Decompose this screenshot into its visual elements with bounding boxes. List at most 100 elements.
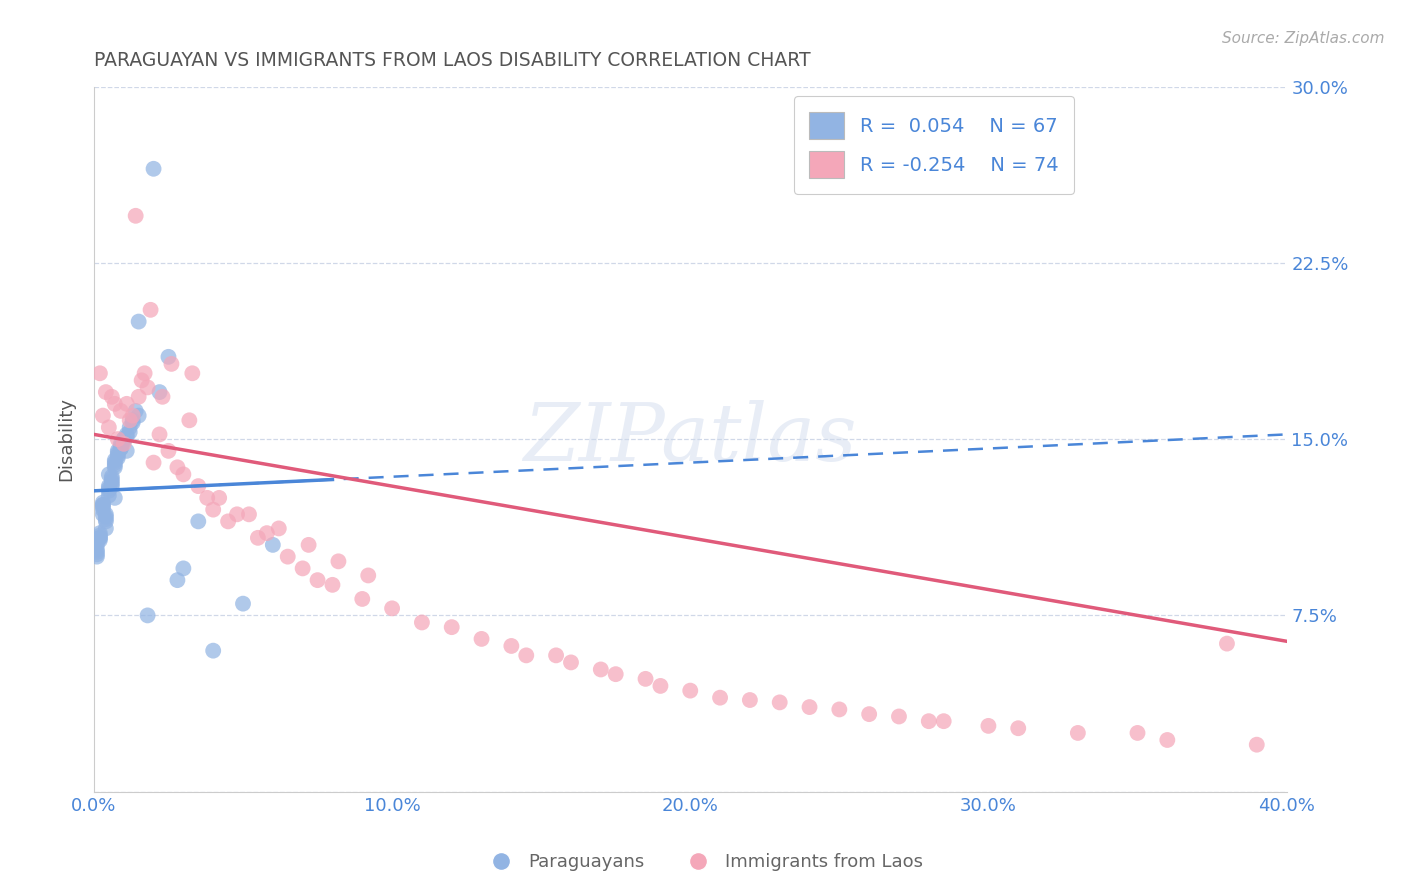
- Point: [115, 443, 138, 458]
- Point: [152, 390, 174, 404]
- Point: [179, 413, 201, 427]
- Point: [91, 498, 114, 512]
- Point: [142, 456, 165, 470]
- Point: [118, 413, 141, 427]
- Point: [134, 366, 156, 380]
- Point: [101, 475, 124, 489]
- Point: [115, 397, 138, 411]
- Point: [828, 702, 851, 716]
- Point: [104, 397, 127, 411]
- Point: [101, 472, 124, 486]
- Point: [148, 385, 170, 400]
- Point: [104, 491, 127, 505]
- Point: [91, 502, 114, 516]
- Point: [187, 479, 209, 493]
- Point: [94, 508, 117, 522]
- Point: [101, 476, 124, 491]
- Point: [157, 350, 180, 364]
- Point: [89, 366, 111, 380]
- Point: [267, 521, 290, 535]
- Point: [128, 409, 150, 423]
- Point: [112, 437, 135, 451]
- Point: [256, 526, 278, 541]
- Point: [128, 315, 150, 329]
- Point: [217, 515, 239, 529]
- Point: [94, 509, 117, 524]
- Point: [887, 709, 910, 723]
- Point: [94, 385, 117, 400]
- Point: [679, 683, 702, 698]
- Point: [328, 554, 350, 568]
- Point: [246, 531, 269, 545]
- Point: [86, 542, 108, 557]
- Point: [918, 714, 941, 728]
- Point: [110, 404, 132, 418]
- Point: [131, 373, 153, 387]
- Point: [118, 425, 141, 439]
- Point: [291, 561, 314, 575]
- Point: [89, 533, 111, 548]
- Point: [208, 491, 231, 505]
- Point: [107, 432, 129, 446]
- Point: [381, 601, 404, 615]
- Point: [86, 549, 108, 564]
- Point: [89, 531, 111, 545]
- Text: ZIPatlas: ZIPatlas: [523, 401, 858, 478]
- Point: [110, 442, 132, 456]
- Point: [104, 458, 127, 472]
- Point: [769, 695, 792, 709]
- Point: [1007, 721, 1029, 735]
- Point: [297, 538, 319, 552]
- Point: [321, 578, 343, 592]
- Point: [1216, 637, 1239, 651]
- Point: [709, 690, 731, 705]
- Point: [1246, 738, 1268, 752]
- Point: [97, 489, 120, 503]
- Point: [226, 508, 249, 522]
- Point: [121, 413, 143, 427]
- Point: [932, 714, 955, 728]
- Point: [560, 656, 582, 670]
- Point: [110, 442, 132, 456]
- Point: [187, 515, 209, 529]
- Point: [94, 512, 117, 526]
- Point: [94, 521, 117, 535]
- Point: [307, 573, 329, 587]
- Point: [97, 467, 120, 482]
- Point: [104, 453, 127, 467]
- Point: [121, 416, 143, 430]
- Point: [1067, 726, 1090, 740]
- Point: [101, 469, 124, 483]
- Point: [238, 508, 260, 522]
- Point: [101, 390, 124, 404]
- Point: [546, 648, 568, 663]
- Point: [440, 620, 463, 634]
- Point: [352, 591, 374, 606]
- Point: [94, 515, 117, 529]
- Point: [118, 420, 141, 434]
- Point: [110, 439, 132, 453]
- Point: [157, 443, 180, 458]
- Point: [589, 663, 612, 677]
- Point: [124, 404, 146, 418]
- Point: [91, 508, 114, 522]
- Point: [97, 483, 120, 498]
- Point: [1156, 733, 1178, 747]
- Point: [160, 357, 183, 371]
- Point: [97, 420, 120, 434]
- Point: [470, 632, 492, 646]
- Point: [107, 450, 129, 465]
- Point: [181, 366, 204, 380]
- Point: [91, 409, 114, 423]
- Point: [501, 639, 523, 653]
- Point: [112, 434, 135, 449]
- Point: [112, 432, 135, 446]
- Point: [142, 161, 165, 176]
- Point: [112, 432, 135, 446]
- Point: [86, 547, 108, 561]
- Point: [1126, 726, 1149, 740]
- Point: [97, 479, 120, 493]
- Point: [89, 531, 111, 545]
- Point: [91, 500, 114, 515]
- Point: [124, 209, 146, 223]
